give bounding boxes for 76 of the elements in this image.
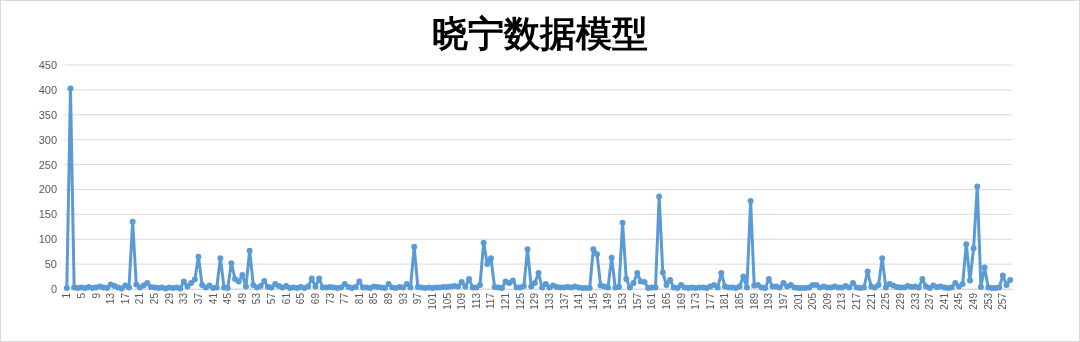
x-tick-label: 217 xyxy=(851,292,863,310)
x-tick-label: 225 xyxy=(880,292,892,310)
x-tick-label: 209 xyxy=(821,292,833,310)
x-tick-label: 177 xyxy=(704,292,716,310)
x-tick-label: 17 xyxy=(119,292,131,305)
x-tick-label: 221 xyxy=(865,292,877,310)
x-tick-label: 233 xyxy=(909,292,921,310)
y-tick-label: 450 xyxy=(38,59,57,72)
x-tick-label: 69 xyxy=(309,292,321,305)
x-tick-label: 97 xyxy=(412,292,424,305)
x-tick-label: 57 xyxy=(266,292,278,305)
x-tick-label: 5 xyxy=(75,292,87,299)
x-tick-label: 241 xyxy=(938,292,950,310)
y-tick-label: 100 xyxy=(38,233,57,246)
x-tick-label: 237 xyxy=(924,292,936,310)
x-tick-label: 145 xyxy=(587,292,599,310)
x-tick-label: 61 xyxy=(280,292,292,305)
x-tick-label: 101 xyxy=(426,292,438,310)
x-tick-label: 213 xyxy=(836,292,848,310)
x-tick-label: 41 xyxy=(207,292,219,305)
x-tick-label: 105 xyxy=(441,292,453,310)
x-tick-label: 137 xyxy=(558,292,570,310)
x-tick-label: 185 xyxy=(734,292,746,310)
x-tick-label: 149 xyxy=(602,292,614,310)
y-tick-label: 50 xyxy=(44,258,57,271)
x-tick-label: 193 xyxy=(763,292,775,310)
x-tick-label: 141 xyxy=(573,292,585,310)
x-tick-label: 201 xyxy=(792,292,804,310)
x-tick-label: 77 xyxy=(339,292,351,305)
x-tick-label: 109 xyxy=(456,292,468,310)
x-tick-label: 89 xyxy=(383,292,395,305)
x-tick-label: 117 xyxy=(485,292,497,309)
x-tick-label: 129 xyxy=(529,292,541,310)
x-tick-label: 133 xyxy=(543,292,555,310)
x-tick-label: 21 xyxy=(134,292,146,305)
x-tick-label: 253 xyxy=(982,292,994,310)
y-tick-label: 250 xyxy=(38,158,57,171)
x-tick-label: 121 xyxy=(500,292,512,310)
x-tick-label: 245 xyxy=(953,292,965,310)
x-tick-label: 29 xyxy=(163,292,175,305)
x-tick-label: 189 xyxy=(748,292,760,310)
x-tick-label: 37 xyxy=(192,292,204,305)
x-tick-label: 249 xyxy=(968,292,980,310)
x-tick-label: 33 xyxy=(178,292,190,305)
x-tick-label: 9 xyxy=(90,292,102,299)
x-tick-label: 165 xyxy=(660,292,672,310)
x-tick-label: 197 xyxy=(777,292,789,310)
x-tick-label: 113 xyxy=(470,292,482,309)
x-tick-label: 205 xyxy=(807,292,819,310)
x-tick-label: 161 xyxy=(646,292,658,310)
y-tick-label: 0 xyxy=(50,283,57,296)
x-tick-label: 257 xyxy=(997,292,1009,310)
x-tick-label: 81 xyxy=(353,292,365,305)
y-tick-label: 200 xyxy=(38,183,57,196)
x-tick-label: 173 xyxy=(690,292,702,310)
x-tick-label: 45 xyxy=(222,292,234,305)
x-tick-label: 73 xyxy=(324,292,336,305)
x-tick-label: 181 xyxy=(719,292,731,310)
x-tick-label: 53 xyxy=(251,292,263,305)
x-tick-label: 85 xyxy=(368,292,380,305)
x-tick-label: 153 xyxy=(617,292,629,310)
x-tick-label: 13 xyxy=(105,292,117,305)
y-tick-label: 400 xyxy=(38,83,57,96)
x-tick-label: 157 xyxy=(631,292,643,310)
chart-title: 晓宁数据模型 xyxy=(432,12,648,54)
y-tick-label: 300 xyxy=(38,133,57,146)
x-tick-label: 125 xyxy=(514,292,526,310)
x-tick-label: 25 xyxy=(149,292,161,305)
x-tick-label: 65 xyxy=(295,292,307,305)
x-tick-label: 1 xyxy=(61,292,73,299)
x-tick-label: 229 xyxy=(894,292,906,310)
y-tick-label: 150 xyxy=(38,208,57,221)
x-tick-label: 49 xyxy=(236,292,248,305)
x-tick-label: 93 xyxy=(397,292,409,305)
x-tick-label: 169 xyxy=(675,292,687,310)
y-tick-label: 350 xyxy=(38,108,57,121)
